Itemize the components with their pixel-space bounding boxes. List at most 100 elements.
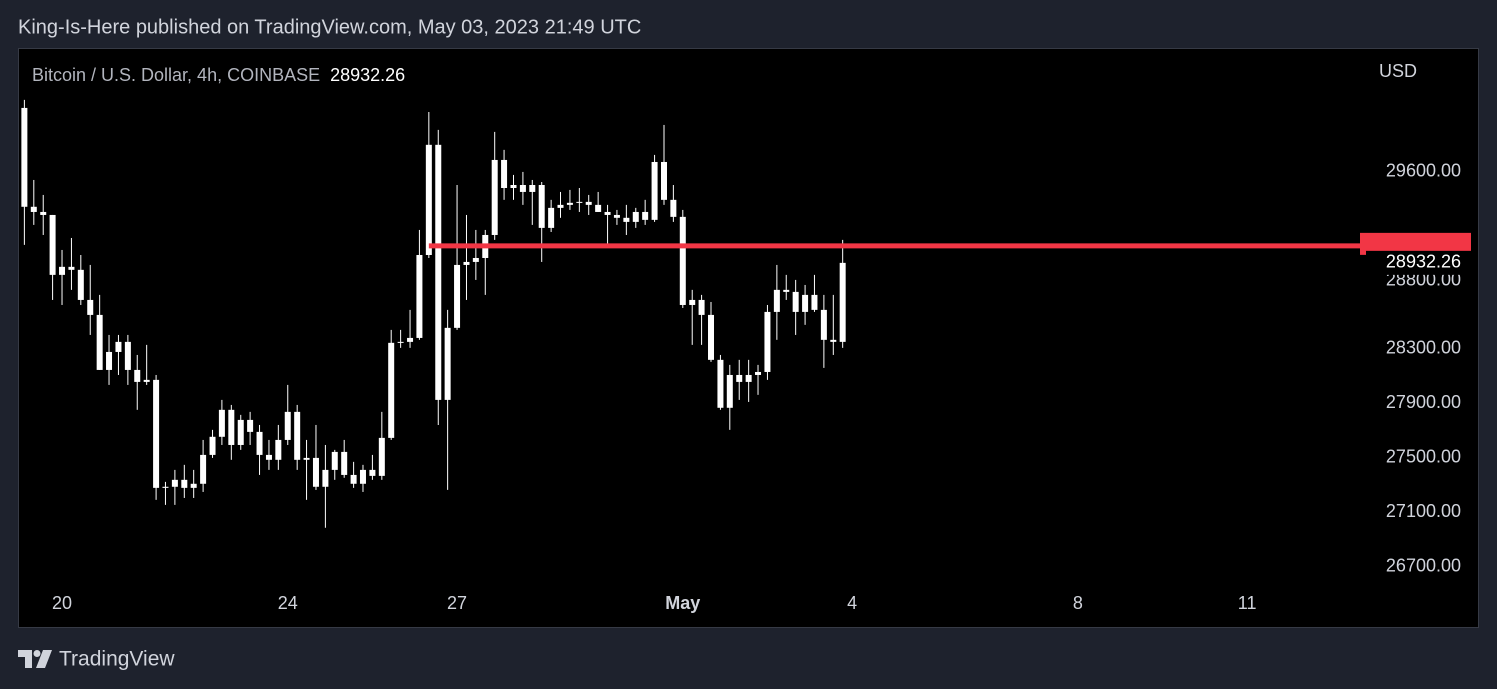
candle-body <box>388 342 395 438</box>
currency-label: USD <box>1379 61 1417 81</box>
candle-body <box>708 314 715 360</box>
candle-body <box>820 309 827 340</box>
candle-body <box>557 204 564 208</box>
candle-body <box>830 339 837 342</box>
candle-body <box>218 409 225 437</box>
candle-body <box>463 261 470 265</box>
x-tick-label: 27 <box>447 593 467 613</box>
brand-name: TradingView <box>59 648 175 671</box>
candle-body <box>77 269 84 300</box>
candle-body <box>322 469 329 487</box>
y-tick-label: 28300.00 <box>1386 338 1461 358</box>
candle-body <box>604 211 611 215</box>
candle-body <box>181 479 188 488</box>
candle-body <box>698 299 705 315</box>
candle-body <box>294 411 301 460</box>
candle-body <box>529 184 536 192</box>
candle-body <box>792 291 799 312</box>
candle-body <box>444 327 451 400</box>
candle-body <box>171 479 178 487</box>
candle-body <box>303 457 310 460</box>
title-last-price: 28932.26 <box>330 65 405 85</box>
candle-body <box>802 294 809 312</box>
candle-body <box>717 359 724 408</box>
y-tick-label: 29600.00 <box>1386 161 1461 181</box>
candle-body <box>247 419 254 432</box>
logo-part <box>33 650 41 657</box>
x-tick-label: 11 <box>1238 593 1257 613</box>
y-tick-label: 26700.00 <box>1386 556 1461 576</box>
candle-body <box>397 341 404 343</box>
x-tick-label: 24 <box>278 593 298 613</box>
candle-body <box>209 436 216 455</box>
candle-body <box>359 469 366 484</box>
candle-body <box>566 202 573 205</box>
candle-body <box>435 144 442 400</box>
candle-body <box>773 289 780 312</box>
candle-body <box>162 486 169 488</box>
candle-body <box>783 289 790 292</box>
candle-body <box>106 351 113 370</box>
candle-body <box>312 457 319 487</box>
candle-body <box>613 214 620 218</box>
candle-body <box>407 337 414 342</box>
candle-body <box>755 371 762 375</box>
candle-body <box>679 216 686 305</box>
candle-body <box>538 184 545 228</box>
candle-body <box>726 374 733 408</box>
candle-body <box>256 431 263 455</box>
horizontal-line-label <box>1360 232 1471 255</box>
candle-body <box>59 266 66 275</box>
candle-body <box>510 184 517 188</box>
last-price-tag <box>1366 250 1471 275</box>
candle-body <box>548 207 555 228</box>
axes: 29600.0028800.0028300.0027900.0027500.00… <box>52 161 1471 613</box>
candle-body <box>660 161 667 200</box>
symbol-title: Bitcoin / U.S. Dollar, 4h, COINBASE <box>32 65 320 85</box>
candle-body <box>68 266 75 270</box>
candle-body <box>811 294 818 310</box>
candle-body <box>190 483 197 488</box>
publish-info: King-Is-Here published on TradingView.co… <box>18 16 641 38</box>
candle-body <box>228 409 235 445</box>
plot-area <box>21 99 1360 528</box>
candle-body <box>416 254 423 338</box>
candle-body <box>595 204 602 212</box>
candle-body <box>632 211 639 222</box>
logo-part <box>36 650 52 668</box>
candle-body <box>30 206 37 212</box>
candle-body <box>736 374 743 382</box>
candle-body <box>454 264 461 328</box>
candle-body <box>200 454 207 484</box>
candle-body <box>689 299 696 305</box>
candle-body <box>237 419 244 445</box>
candle-body <box>839 262 846 342</box>
candle-body <box>670 199 677 217</box>
candle-body <box>341 451 348 475</box>
candle-body <box>143 379 150 382</box>
candle-body <box>124 341 131 370</box>
candle-body <box>576 201 583 203</box>
candle-body <box>764 311 771 372</box>
candle-body <box>115 341 122 352</box>
y-tick-label: 27900.00 <box>1386 392 1461 412</box>
chart-panel <box>18 48 1479 628</box>
x-tick-label: 4 <box>847 593 857 613</box>
candle-body <box>87 299 94 315</box>
candle-body <box>350 474 357 484</box>
x-tick-label: May <box>665 593 700 613</box>
candle-body <box>265 454 272 460</box>
candle-body <box>745 374 752 382</box>
candle-body <box>49 214 56 275</box>
candle-body <box>519 184 526 192</box>
candle-body <box>40 211 47 215</box>
candle-body <box>284 411 291 440</box>
candle-body <box>642 211 649 220</box>
logo-part <box>18 650 32 668</box>
candle-body <box>369 469 376 476</box>
candle-body <box>134 369 141 382</box>
candle-body <box>425 144 432 255</box>
candle-body <box>472 257 479 262</box>
